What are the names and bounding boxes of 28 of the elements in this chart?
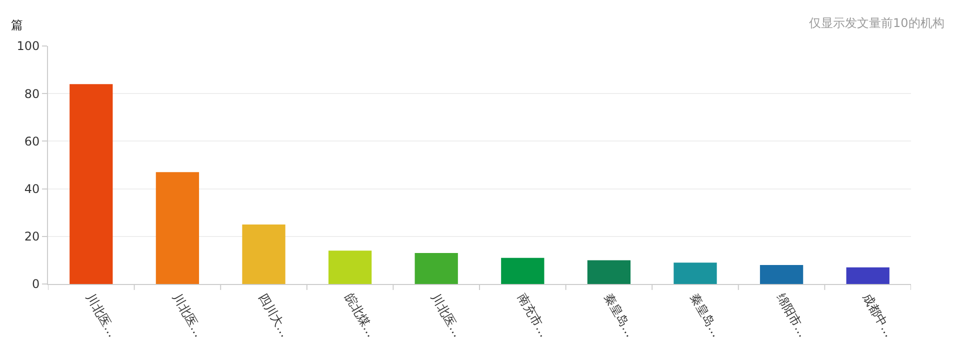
y-tick-label: 20: [24, 230, 40, 244]
text: 仅显示发文量前10的机构: [809, 16, 944, 30]
x-tick-label: 皖北煤…: [342, 290, 378, 340]
x-tick-label: 四川大…: [256, 290, 292, 340]
x-tick-label: 成都中…: [860, 290, 896, 340]
bar: [414, 253, 458, 284]
bar: [328, 250, 372, 284]
y-tick-label: 40: [24, 182, 40, 196]
bar: [587, 260, 631, 284]
x-tick-label: 川北医…: [170, 290, 206, 340]
x-tick-label: 南充市…: [514, 290, 551, 340]
x-tick-label: 秦皇岛…: [687, 290, 724, 340]
y-axis-title: 篇: [11, 18, 23, 32]
y-tick-label: 60: [24, 134, 40, 148]
x-tick-label: 川北医…: [83, 290, 120, 340]
x-tick-label: 秦皇岛…: [601, 290, 638, 340]
bar: [760, 264, 804, 284]
y-tick-label: 100: [16, 39, 40, 54]
y-tick-label: 80: [24, 86, 40, 101]
bar: [846, 267, 890, 284]
bar: [70, 84, 113, 284]
x-tick-label: 川北医…: [428, 290, 465, 340]
bar: [156, 172, 200, 284]
bar: [242, 224, 286, 284]
y-tick-label: 0: [32, 277, 40, 292]
bar: [674, 262, 717, 284]
x-tick-label: 绵阳市…: [774, 290, 810, 340]
bar: [501, 258, 544, 284]
